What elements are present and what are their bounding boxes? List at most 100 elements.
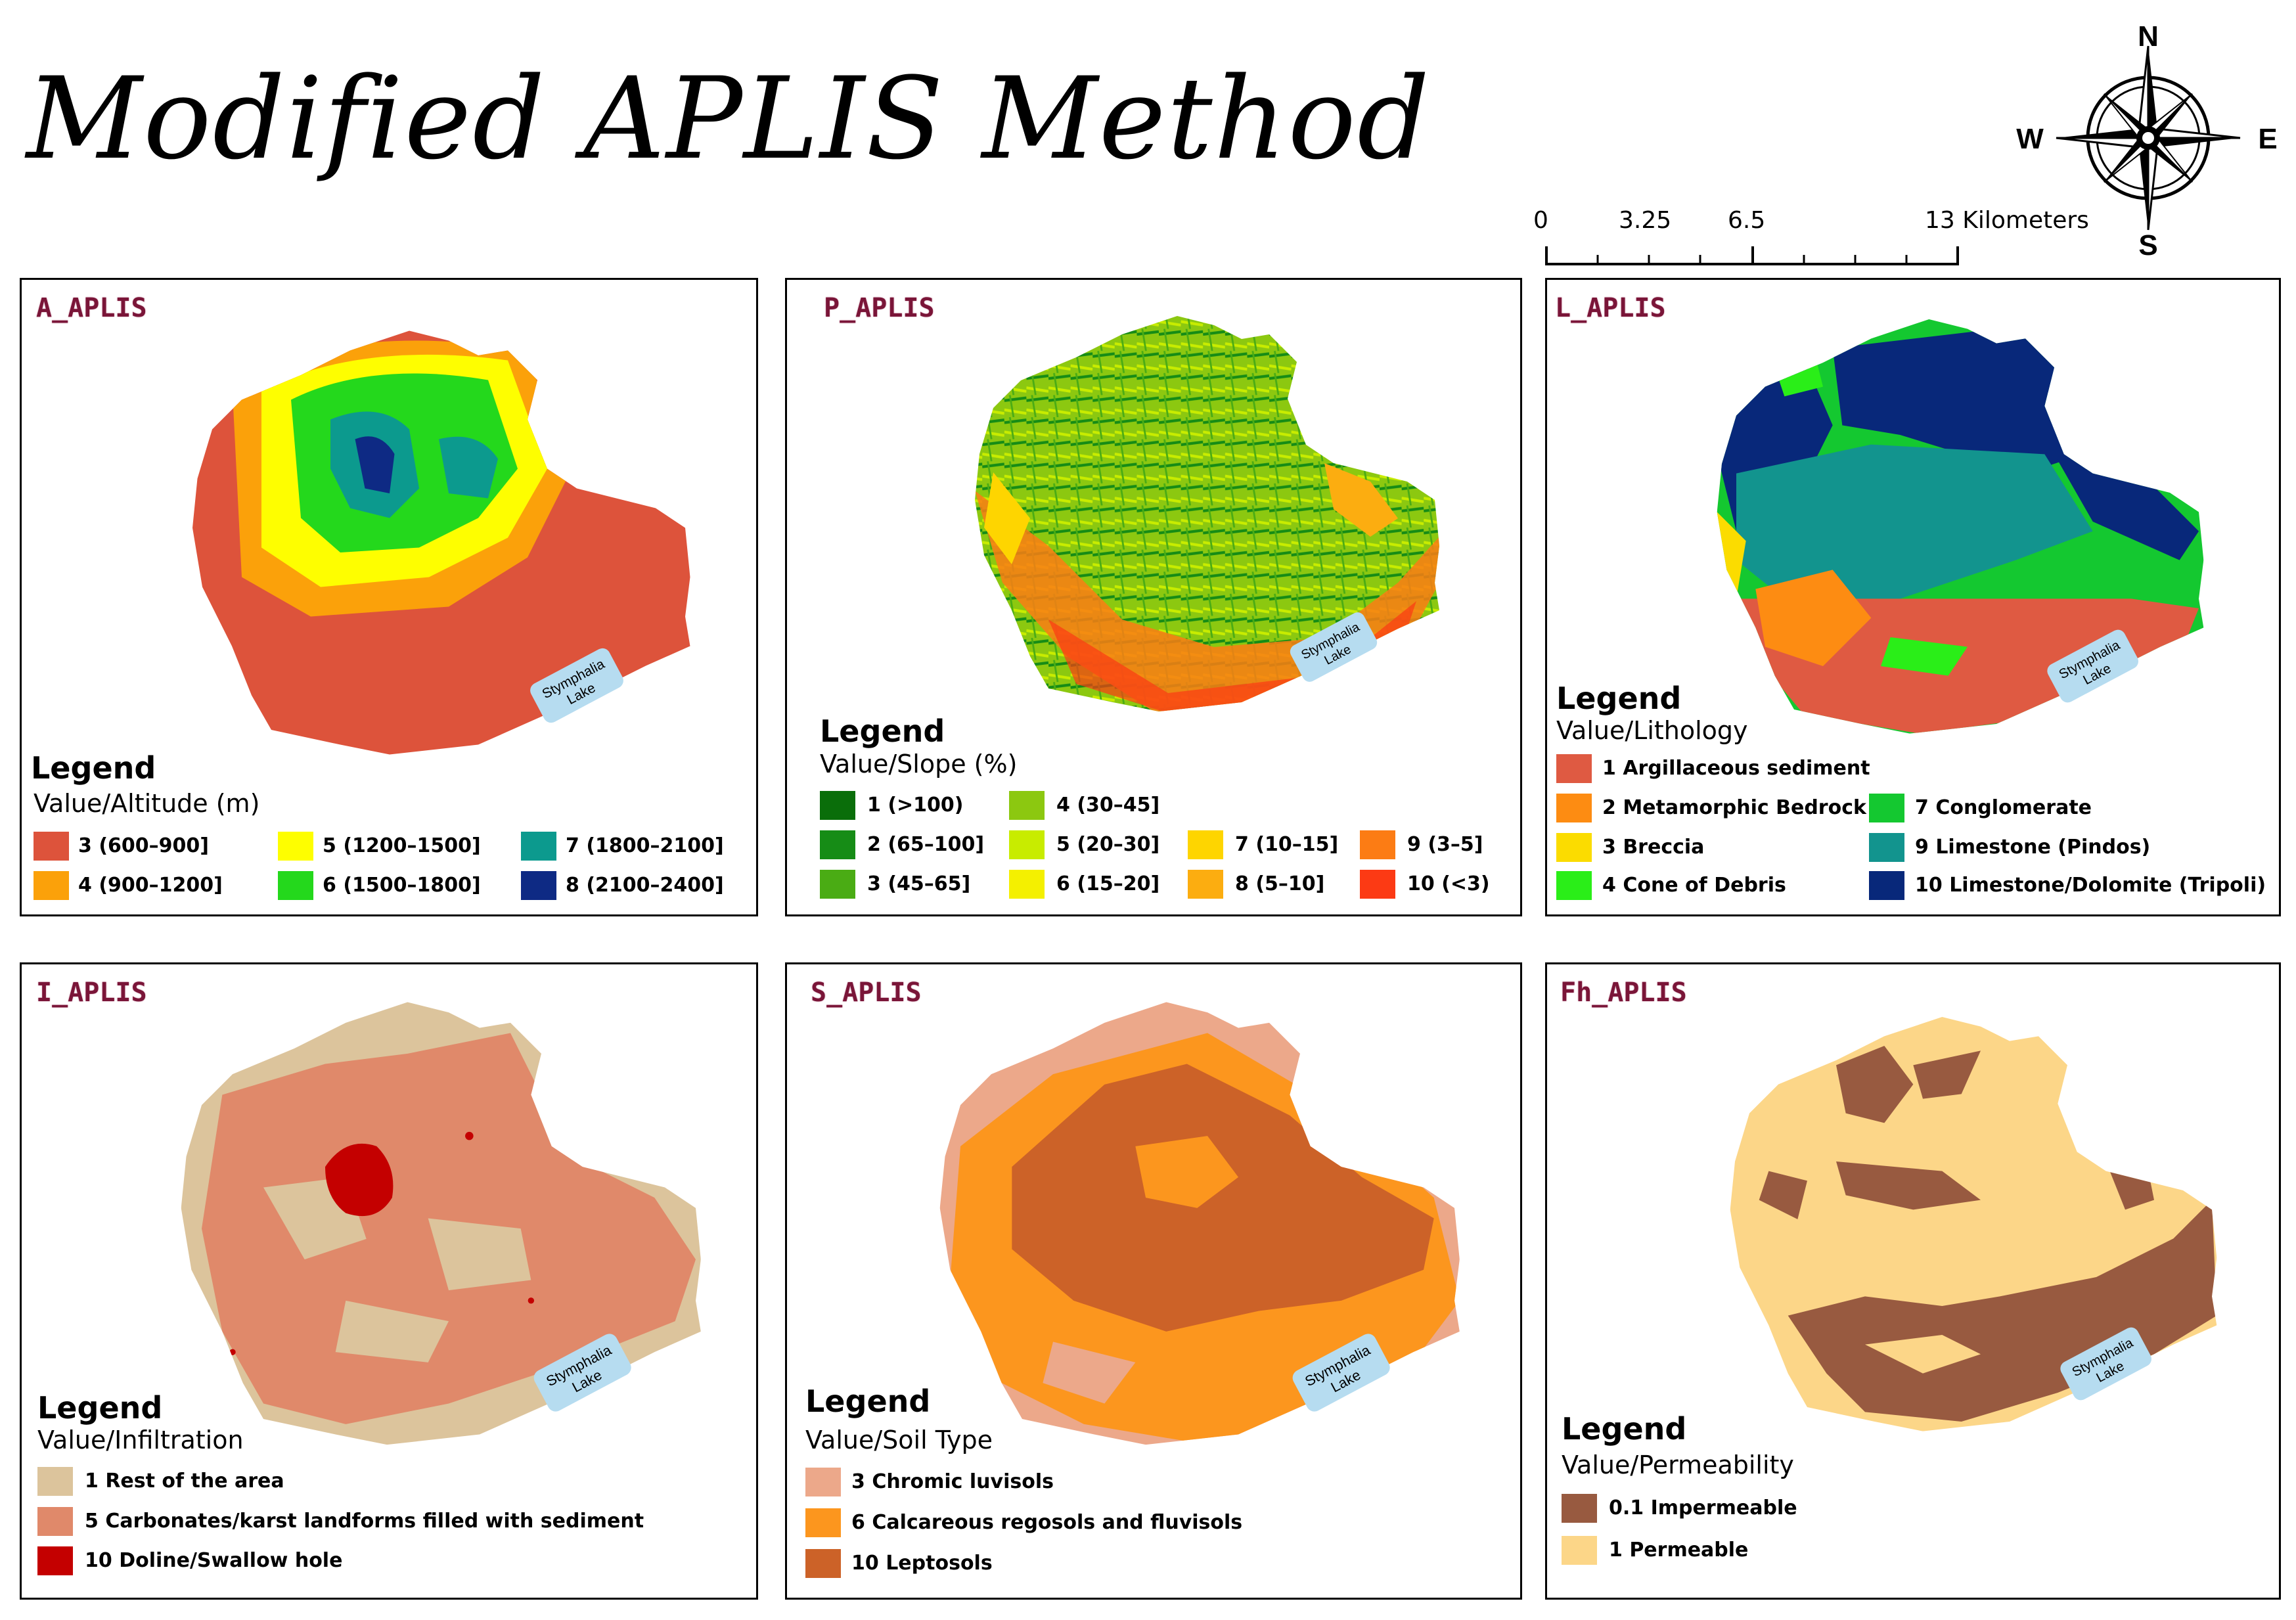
panel-title: S_APLIS: [811, 978, 922, 1008]
swatch: [34, 871, 69, 900]
legend-item: 3 Breccia: [1602, 836, 1705, 859]
swatch: [1009, 870, 1045, 899]
legend-subtitle: Value/Altitude (m): [34, 789, 260, 818]
legend-heading: Legend: [1556, 681, 1682, 716]
legend-subtitle: Value/Slope (%): [820, 750, 1018, 778]
legend-item: 4 (900–1200]: [78, 874, 223, 897]
swatch: [278, 871, 313, 900]
scale-bar: 0 3.25 6.5 13 Kilometers: [1531, 207, 2089, 273]
compass-rose-icon: N S E W: [2016, 20, 2277, 261]
legend-item: 3 (600–900]: [78, 834, 209, 857]
panel-title: Fh_APLIS: [1560, 978, 1687, 1008]
panel-fh-aplis: Fh_APLIS Stymphalia Lake Legend Value/Pe…: [1545, 962, 2281, 1600]
page-title: Modified APLIS Method: [26, 53, 1431, 185]
lithology-map: Stymphalia Lake: [1717, 319, 2204, 734]
legend-item: 2 (65–100]: [867, 833, 985, 856]
legend-heading: Legend: [37, 1390, 163, 1426]
legend-item: 10 (<3): [1407, 872, 1490, 895]
swatch: [37, 1507, 73, 1536]
legend-item: 8 (2100–2400]: [566, 874, 724, 897]
altitude-map: Stymphalia Lake: [192, 330, 690, 755]
swatch: [1869, 833, 1904, 862]
legend-heading: Legend: [820, 713, 945, 749]
swatch: [521, 832, 556, 861]
scale-tick-3: 13 Kilometers: [1925, 207, 2089, 234]
swatch: [820, 870, 855, 899]
legend-item: 1 Argillaceous sediment: [1602, 757, 1870, 780]
legend-subtitle: Value/Soil Type: [805, 1426, 993, 1454]
legend-item: 5 (20–30]: [1056, 833, 1160, 856]
legend-item: 9 (3–5]: [1407, 833, 1483, 856]
legend-item: 5 (1200–1500]: [323, 834, 481, 857]
compass-e: E: [2258, 123, 2277, 155]
swatch: [521, 871, 556, 900]
legend-item: 7 (10–15]: [1235, 833, 1339, 856]
panel-s-aplis: S_APLIS Stymphalia Lake Legend Value/Soi…: [785, 962, 1522, 1600]
legend-item: 0.1 Impermeable: [1609, 1496, 1797, 1519]
swatch: [1188, 870, 1223, 899]
legend-item: 8 (5–10]: [1235, 872, 1325, 895]
compass-w: W: [2016, 123, 2044, 155]
panel-title: A_APLIS: [36, 293, 147, 323]
swatch: [1188, 830, 1223, 859]
legend-item: 10 Doline/Swallow hole: [85, 1549, 343, 1572]
swatch: [1360, 870, 1395, 899]
panel-l-aplis: L_APLIS Stymphalia Lake Legend Value/Lit…: [1545, 278, 2281, 916]
legend-item: 7 (1800–2100]: [566, 834, 724, 857]
panel-i-aplis: I_APLIS Stymphalia Lake Legend Value/Inf…: [20, 962, 758, 1600]
swatch: [1556, 833, 1592, 862]
panel-a-aplis: A_APLIS Stymphalia Lake Legend Value/Alt…: [20, 278, 758, 916]
legend-item: 6 (1500–1800]: [323, 874, 481, 897]
swatch: [1562, 1536, 1597, 1565]
compass-n: N: [2138, 20, 2159, 53]
legend-subtitle: Value/Lithology: [1556, 716, 1748, 745]
legend-item: 1 Rest of the area: [85, 1470, 284, 1493]
swatch: [37, 1546, 73, 1575]
swatch: [1556, 754, 1592, 783]
scale-tick-2: 6.5: [1728, 207, 1766, 234]
legend-item: 10 Limestone/Dolomite (Tripoli): [1915, 874, 2266, 897]
scale-tick-1: 3.25: [1619, 207, 1672, 234]
swatch: [1556, 871, 1592, 900]
legend-item: 3 Chromic luvisols: [851, 1470, 1054, 1493]
legend-item: 6 (15–20]: [1056, 872, 1160, 895]
panel-p-aplis: P_APLIS Stymphalia Lake Legend Value/Slo…: [785, 278, 1522, 916]
swatch: [34, 832, 69, 861]
swatch: [820, 791, 855, 820]
swatch: [1009, 830, 1045, 859]
swatch: [1869, 794, 1904, 822]
legend-item: 4 (30–45]: [1056, 794, 1160, 817]
compass-s: S: [2138, 229, 2157, 261]
legend-item: 6 Calcareous regosols and fluvisols: [851, 1511, 1243, 1534]
swatch: [278, 832, 313, 861]
legend-item: 9 Limestone (Pindos): [1915, 836, 2151, 859]
legend-item: 3 (45–65]: [867, 872, 971, 895]
panel-title: I_APLIS: [36, 978, 147, 1008]
swatch: [805, 1549, 841, 1578]
legend-subtitle: Value/Permeability: [1562, 1451, 1794, 1479]
swatch: [820, 830, 855, 859]
infiltration-map: Stymphalia Lake: [181, 1002, 701, 1445]
legend-subtitle: Value/Infiltration: [37, 1426, 244, 1454]
panel-title: P_APLIS: [824, 293, 935, 323]
scale-tick-0: 0: [1533, 207, 1548, 234]
permeability-map: Stymphalia Lake: [1730, 1017, 2217, 1431]
swatch: [805, 1508, 841, 1537]
swatch: [37, 1467, 73, 1496]
legend-item: 10 Leptosols: [851, 1552, 993, 1575]
swatch: [805, 1468, 841, 1496]
legend-item: 5 Carbonates/karst landforms filled with…: [85, 1510, 644, 1533]
swatch: [1562, 1494, 1597, 1523]
legend-item: 2 Metamorphic Bedrock: [1602, 796, 1866, 819]
legend-heading: Legend: [1562, 1411, 1687, 1447]
soil-type-map: Stymphalia Lake: [939, 1002, 1460, 1445]
swatch: [1360, 830, 1395, 859]
legend-heading: Legend: [31, 750, 156, 786]
panel-title: L_APLIS: [1555, 293, 1666, 323]
legend-item: 7 Conglomerate: [1915, 796, 2092, 819]
swatch: [1556, 794, 1592, 822]
legend-item: 4 Cone of Debris: [1602, 874, 1786, 897]
legend-item: 1 (>100): [867, 794, 964, 817]
swatch: [1009, 791, 1045, 820]
legend-heading: Legend: [805, 1384, 931, 1419]
